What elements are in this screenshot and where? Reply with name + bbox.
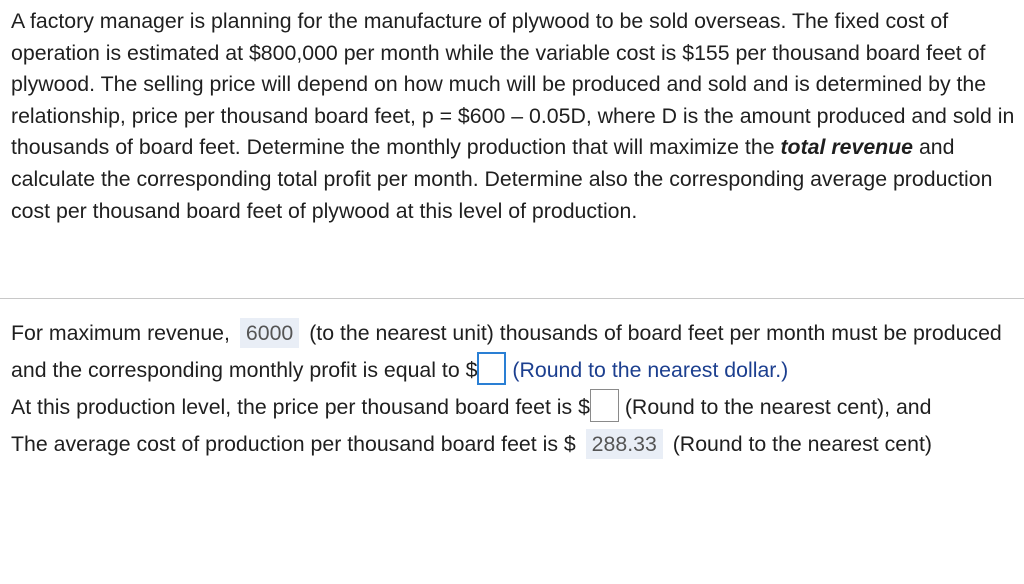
section-divider bbox=[0, 298, 1024, 299]
monthly-profit-input[interactable] bbox=[477, 352, 507, 385]
price-prefix: At this production level, the price per … bbox=[11, 395, 590, 419]
price-input[interactable] bbox=[589, 389, 619, 422]
average-cost-suffix: (Round to the nearest cent) bbox=[672, 432, 932, 456]
answer-line-price: At this production level, the price per … bbox=[11, 389, 1019, 426]
round-dollar-hint: (Round to the nearest dollar.) bbox=[512, 358, 789, 382]
problem-emphasis: total revenue bbox=[780, 135, 914, 160]
production-answer-field[interactable]: 6000 bbox=[239, 318, 300, 348]
revenue-suffix: (to the nearest unit) thousands of board… bbox=[11, 321, 1002, 382]
average-cost-answer-field[interactable]: 288.33 bbox=[585, 429, 663, 459]
average-cost-prefix: The average cost of production per thous… bbox=[11, 432, 576, 456]
problem-text-end: and calculate the corresponding total pr… bbox=[11, 135, 993, 223]
problem-statement: A factory manager is planning for the ma… bbox=[11, 6, 1019, 227]
answer-line-average-cost: The average cost of production per thous… bbox=[11, 426, 1019, 463]
problem-text: A factory manager is planning for the ma… bbox=[11, 9, 1015, 160]
answer-section: For maximum revenue, 6000 (to the neares… bbox=[11, 315, 1019, 463]
answer-line-revenue: For maximum revenue, 6000 (to the neares… bbox=[11, 315, 1019, 389]
revenue-prefix: For maximum revenue, bbox=[11, 321, 230, 345]
price-suffix: (Round to the nearest cent), and bbox=[624, 395, 932, 419]
